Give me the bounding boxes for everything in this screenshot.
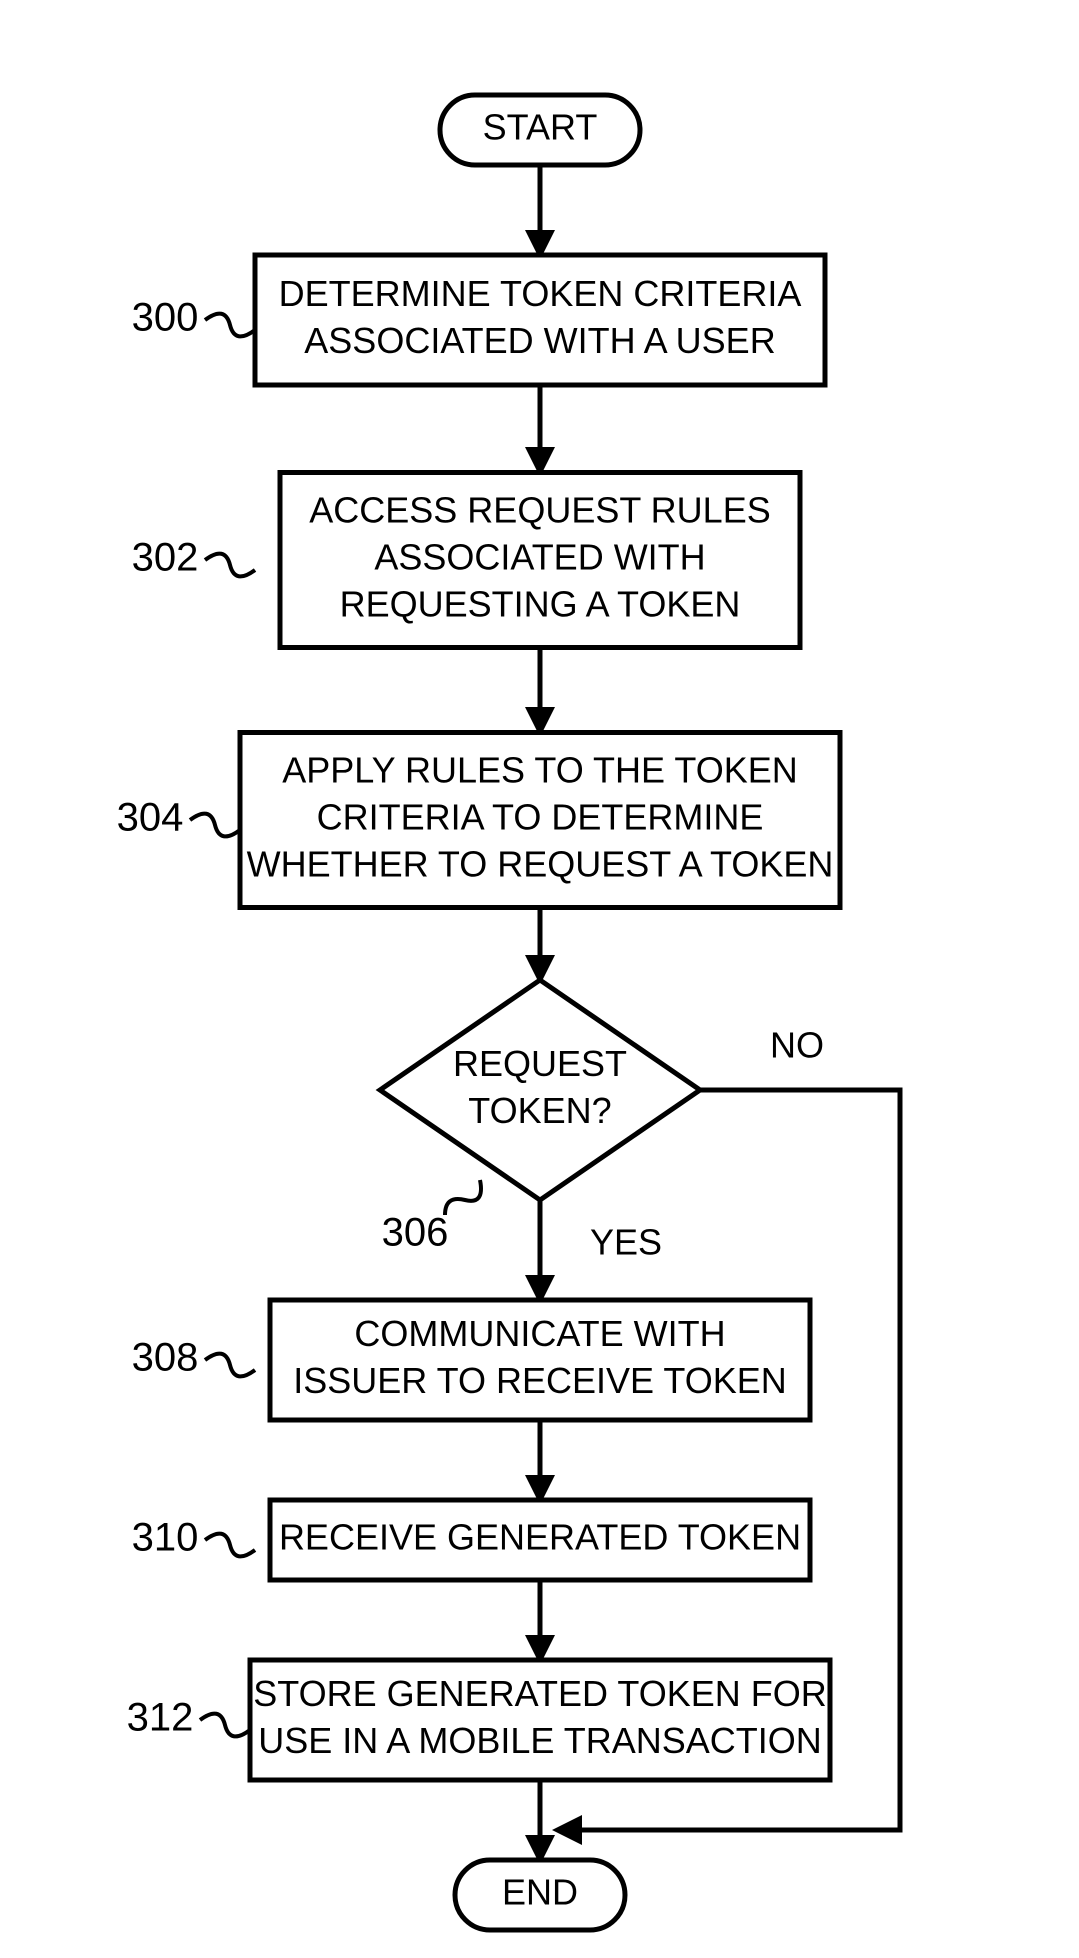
node-text-n304-line0: APPLY RULES TO THE TOKEN (282, 750, 798, 791)
ref-label-302: 302 (132, 536, 199, 580)
ref-connector-310 (205, 1534, 255, 1557)
ref-connector-312 (200, 1714, 250, 1737)
node-n308: COMMUNICATE WITH ISSUER TO RECEIVE TOKEN (270, 1300, 810, 1420)
node-text-n302-line2: REQUESTING A TOKEN (340, 583, 741, 624)
ref-label-300: 300 (132, 296, 199, 340)
ref-label-304: 304 (117, 796, 184, 840)
ref-connector-300 (205, 314, 255, 337)
ref-connector-304 (190, 814, 240, 837)
ref-label-312: 312 (127, 1696, 194, 1740)
edge-label-no: NO (770, 1025, 824, 1066)
node-d306: REQUEST TOKEN? (380, 980, 700, 1200)
node-text-n308-line1: ISSUER TO RECEIVE TOKEN (293, 1360, 787, 1401)
node-text-n304-line2: WHETHER TO REQUEST A TOKEN (247, 843, 834, 884)
edges-layer (540, 165, 900, 1860)
ref-label-306: 306 (382, 1211, 449, 1255)
node-text-n304-line1: CRITERIA TO DETERMINE (317, 797, 764, 838)
node-text-d306-line1: TOKEN? (468, 1090, 611, 1131)
flowchart-svg: START DETERMINE TOKEN CRITERIA ASSOCIATED … (0, 0, 1079, 1958)
node-text-n302-line0: ACCESS REQUEST RULES (309, 490, 770, 531)
node-text-n302-line1: ASSOCIATED WITH (374, 537, 705, 578)
ref-connector-306 (445, 1180, 481, 1215)
ref-label-310: 310 (132, 1516, 199, 1560)
edge-label-yes: YES (590, 1222, 662, 1263)
node-text-n300-line1: ASSOCIATED WITH A USER (304, 320, 775, 361)
node-end: END (455, 1860, 625, 1930)
node-text-n310-line0: RECEIVE GENERATED TOKEN (279, 1517, 801, 1558)
node-text-d306-line0: REQUEST (453, 1043, 627, 1084)
node-n302: ACCESS REQUEST RULES ASSOCIATED WITH REQUE… (280, 473, 800, 648)
node-text-start-line0: START (483, 107, 598, 148)
node-text-n312-line0: STORE GENERATED TOKEN FOR (253, 1673, 826, 1714)
node-n310: RECEIVE GENERATED TOKEN (270, 1500, 810, 1580)
ref-connector-308 (205, 1354, 255, 1377)
node-text-n300-line0: DETERMINE TOKEN CRITERIA (279, 273, 802, 314)
node-n312: STORE GENERATED TOKEN FOR USE IN A MOBILE… (250, 1660, 830, 1780)
node-text-n308-line0: COMMUNICATE WITH (354, 1313, 725, 1354)
ref-label-308: 308 (132, 1336, 199, 1380)
node-text-end-line0: END (502, 1872, 578, 1913)
node-n304: APPLY RULES TO THE TOKEN CRITERIA TO DETE… (240, 733, 840, 908)
node-text-n312-line1: USE IN A MOBILE TRANSACTION (258, 1720, 821, 1761)
ref-connector-302 (205, 554, 255, 577)
node-n300: DETERMINE TOKEN CRITERIA ASSOCIATED WITH … (255, 255, 825, 385)
node-start: START (440, 95, 640, 165)
